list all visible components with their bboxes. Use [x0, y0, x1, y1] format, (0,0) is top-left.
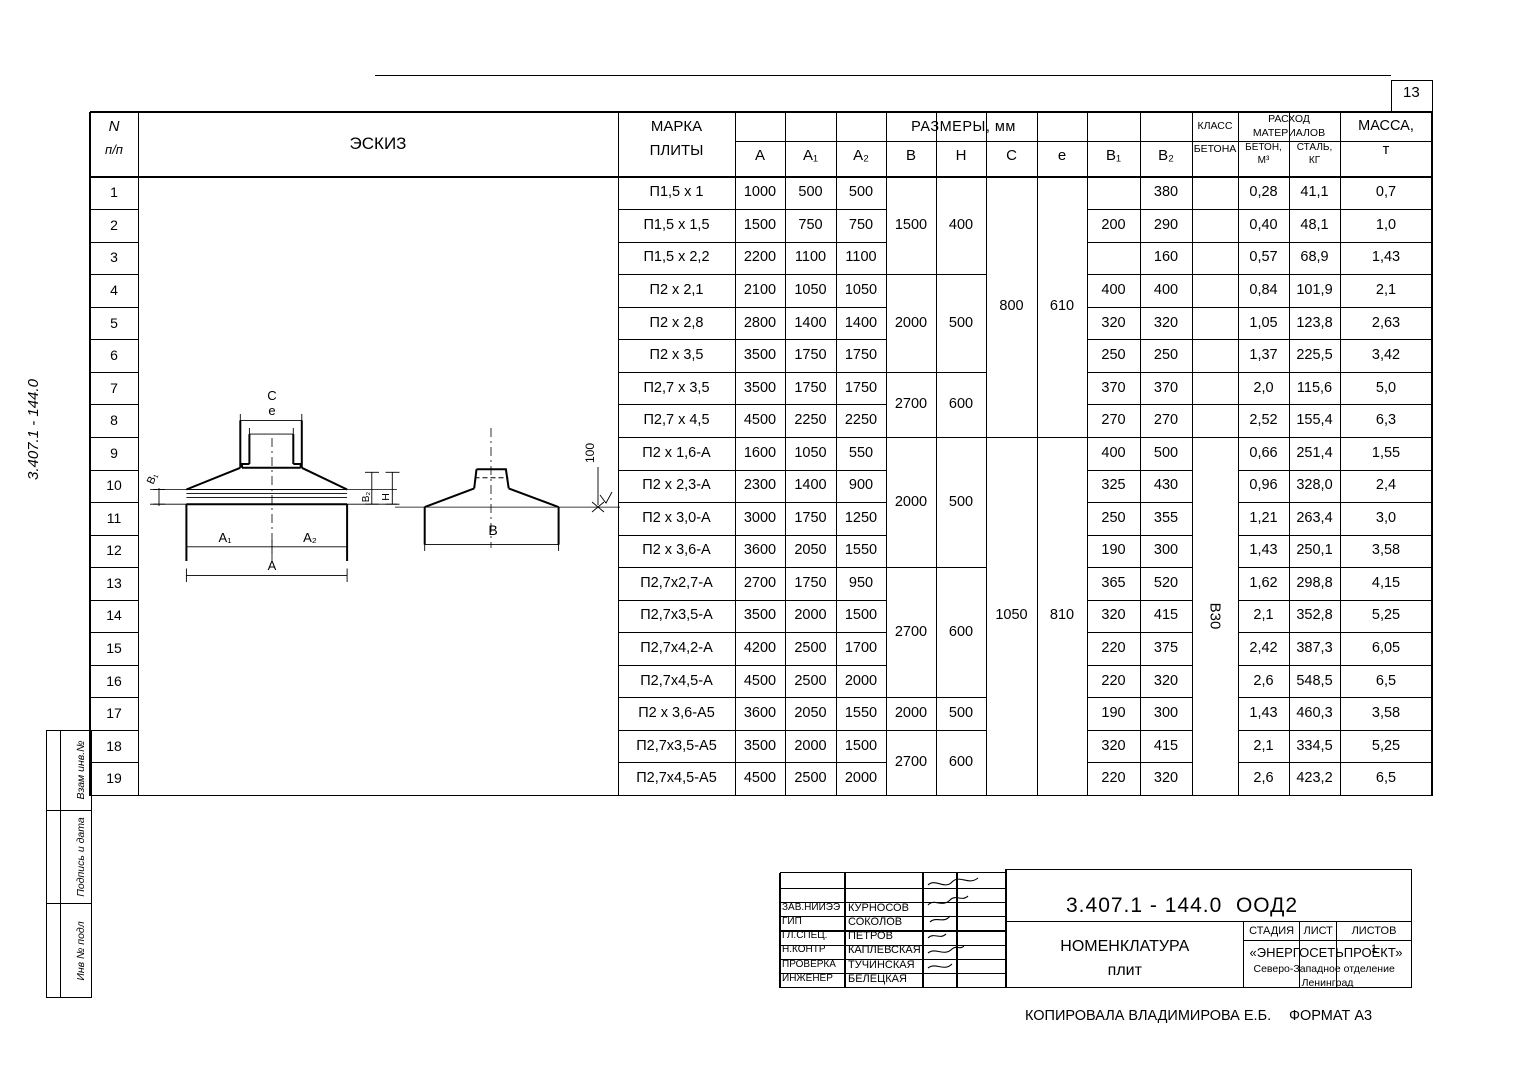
svg-text:e: e	[268, 403, 275, 418]
svg-text:H: H	[380, 493, 392, 501]
svg-text:100: 100	[583, 443, 597, 463]
svg-text:A₁: A₁	[218, 530, 232, 545]
svg-text:A: A	[268, 558, 277, 573]
svg-text:C: C	[267, 388, 276, 403]
svg-text:B₂: B₂	[361, 492, 372, 503]
svg-text:A₂: A₂	[303, 530, 317, 545]
svg-text:B: B	[488, 522, 497, 538]
svg-text:B₁: B₁	[145, 471, 161, 486]
